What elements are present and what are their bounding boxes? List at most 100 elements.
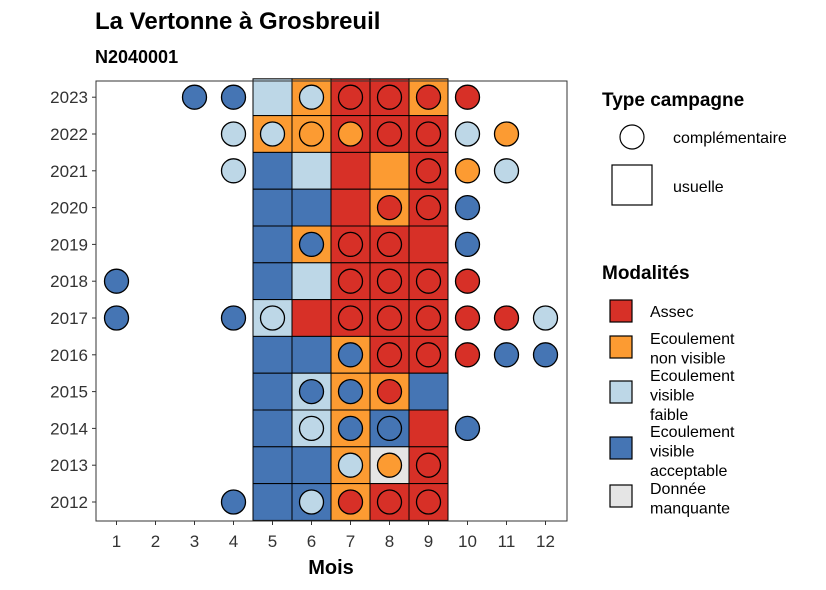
point-2016-m7 (337, 342, 364, 368)
y-tick-label: 2014 (50, 419, 88, 438)
point-2016-m11 (493, 342, 520, 368)
point-2012-m7 (337, 489, 364, 515)
x-tick-label: 9 (424, 532, 433, 551)
legend-key-ecoulement-visible-faible (609, 380, 633, 404)
point-2015-m7 (337, 378, 364, 405)
point-2013-m9 (415, 452, 442, 478)
point-2017-m9 (415, 305, 442, 331)
point-2017-m4 (220, 305, 247, 331)
point-2022-m6 (298, 121, 325, 147)
plot-panel-border (95, 80, 568, 522)
point-2017-m5 (259, 305, 286, 331)
y-tick-label: 2022 (50, 125, 88, 144)
tile-2013-m5 (252, 446, 293, 485)
point-2014-m7 (337, 415, 364, 442)
point-2023-m9 (415, 84, 442, 110)
point-2017-m8 (376, 305, 403, 331)
x-axis: 1 2 3 4 5 6 7 8 9 10 11 12 (112, 521, 555, 551)
point-2020-m10 (454, 194, 481, 221)
y-tick-label: 2019 (50, 235, 88, 254)
y-tick-label: 2013 (50, 456, 88, 475)
point-2018-m9 (415, 268, 442, 294)
point-2021-m10 (454, 158, 481, 184)
x-tick-label: 8 (385, 532, 394, 551)
legend-key-ecoulement-visible-acceptable (609, 436, 633, 460)
legend-label-line: Donnée (650, 481, 706, 498)
point-2023-m4 (220, 84, 247, 110)
chart-subtitle: N2040001 (95, 47, 178, 67)
point-2012-m4 (220, 489, 247, 515)
point-2022-m9 (415, 121, 442, 147)
legend-key-ecoulement-non-visible (609, 335, 633, 359)
legend-modalites-title: Modalités (602, 263, 690, 284)
point-2022-m4 (220, 121, 247, 147)
point-2022-m8 (376, 121, 403, 147)
point-2015-m8 (376, 378, 403, 405)
tile-2020-m6 (291, 188, 332, 227)
legend-key-donnee-manquante (609, 484, 633, 508)
tile-2019-m9 (408, 225, 449, 264)
x-tick-label: 1 (112, 532, 121, 551)
legend-label-line: Ecoulement (650, 424, 735, 441)
legend-type-campagne: Type campagne complémentaire usuelle (602, 90, 787, 206)
point-2019-m7 (337, 231, 364, 258)
legend-label-line: Assec (650, 304, 694, 321)
legend-usuelle-label: usuelle (673, 179, 724, 196)
point-2014-m6 (298, 415, 325, 442)
legend-label-line: acceptable (650, 463, 727, 480)
legend-label-line: visible (650, 388, 695, 405)
point-2022-m7 (337, 121, 364, 147)
y-tick-label: 2021 (50, 162, 88, 181)
y-tick-label: 2020 (50, 199, 88, 218)
tile-2016-m5 (252, 335, 293, 374)
y-axis: 2012 2013 2014 2015 2016 2017 2018 2019 2020 2021… (50, 88, 96, 512)
tile-2021-m8 (369, 151, 410, 190)
legend-label-line: non visible (650, 351, 726, 368)
point-2016-m8 (376, 342, 403, 368)
point-2017-m1 (103, 305, 130, 331)
point-2017-m12 (532, 305, 559, 331)
tile-2014-m9 (408, 409, 449, 448)
point-2023-m3 (181, 84, 208, 110)
x-tick-label: 3 (190, 532, 199, 551)
point-2021-m4 (220, 158, 247, 184)
point-2018-m8 (376, 268, 403, 294)
tile-2019-m5 (252, 225, 293, 264)
point-2022-m10 (454, 121, 481, 147)
y-tick-label: 2023 (50, 88, 88, 107)
legend-modalites: Modalités Assec Ecoulement non visible Ecou… (602, 263, 735, 518)
point-2021-m9 (415, 158, 442, 184)
x-tick-label: 4 (229, 532, 238, 551)
point-2018-m10 (454, 268, 481, 294)
x-tick-label: 12 (536, 532, 555, 551)
tile-2013-m6 (291, 446, 332, 485)
point-2023-m7 (337, 84, 364, 110)
point-2021-m11 (493, 158, 520, 184)
point-2018-m1 (103, 268, 130, 294)
point-2019-m6 (298, 231, 325, 258)
point-2017-m7 (337, 305, 364, 331)
tile-2018-m5 (252, 262, 293, 301)
point-2016-m12 (532, 342, 559, 368)
y-tick-label: 2017 (50, 309, 88, 328)
tile-2021-m7 (330, 151, 371, 190)
tile-2021-m5 (252, 151, 293, 190)
point-2018-m7 (337, 268, 364, 294)
point-2012-m8 (376, 489, 403, 515)
tile-2020-m7 (330, 188, 371, 227)
point-2016-m10 (454, 342, 481, 368)
legend-complementaire-label: complémentaire (673, 130, 787, 147)
legend-label-line: Ecoulement (650, 331, 735, 348)
legend-label-line: manquante (650, 501, 730, 518)
tile-2018-m6 (291, 262, 332, 301)
x-tick-label: 6 (307, 532, 316, 551)
legend-label-line: visible (650, 444, 695, 461)
tile-2021-m6 (291, 151, 332, 190)
x-tick-label: 7 (346, 532, 355, 551)
point-2020-m8 (376, 194, 403, 221)
x-tick-label: 5 (268, 532, 277, 551)
tile-2023-m5 (252, 78, 293, 117)
y-tick-label: 2015 (50, 383, 88, 402)
tile-2017-m6 (291, 299, 332, 337)
